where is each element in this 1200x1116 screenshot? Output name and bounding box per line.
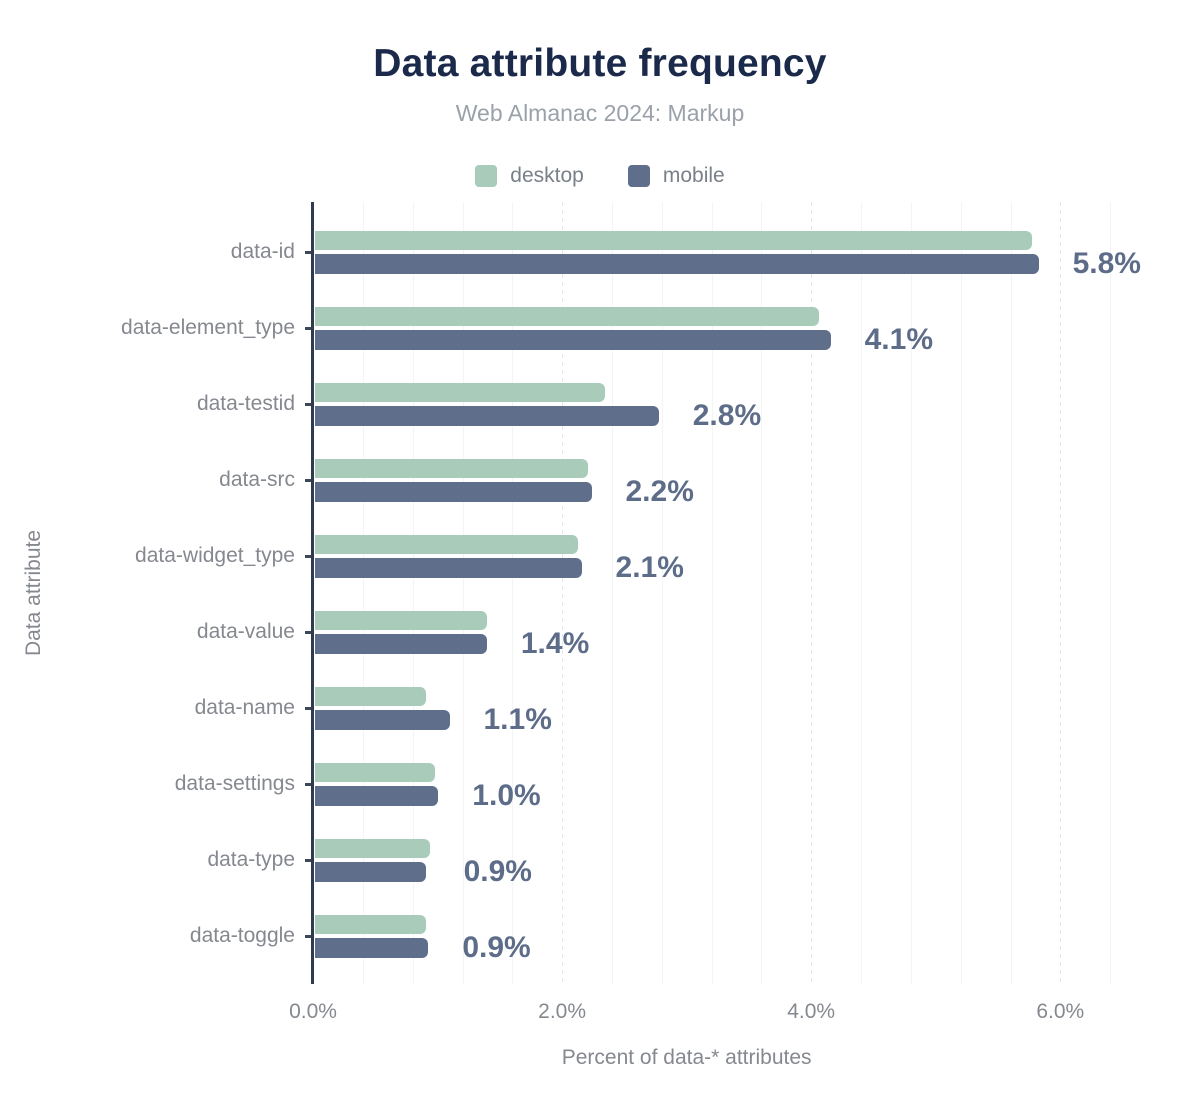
bar-desktop-data-testid <box>315 382 606 402</box>
legend: desktop mobile <box>0 164 1200 188</box>
value-label-data-value: 1.4% <box>520 626 590 660</box>
bar-mobile-data-settings <box>315 785 439 806</box>
category-label-data-element_type: data-element_type <box>121 315 295 339</box>
bar-desktop-data-element_type <box>315 306 820 326</box>
category-tick <box>305 630 311 634</box>
category-tick <box>305 858 311 862</box>
category-label-data-settings: data-settings <box>174 771 295 795</box>
gridline-major <box>1060 202 1062 984</box>
category-label-data-type: data-type <box>207 847 295 871</box>
bar-desktop-data-settings <box>315 762 435 782</box>
category-label-data-testid: data-testid <box>196 391 295 415</box>
category-label-data-value: data-value <box>196 619 295 643</box>
gridline-minor <box>362 202 364 984</box>
gridline-minor <box>512 202 514 984</box>
legend-label: desktop <box>510 164 584 187</box>
bar-desktop-data-value <box>315 610 487 630</box>
x-tick-label-2.0%: 2.0% <box>538 1000 587 1023</box>
chart-subtitle: Web Almanac 2024: Markup <box>455 100 745 126</box>
category-tick <box>305 554 311 558</box>
gridline-minor <box>412 202 414 984</box>
x-axis-title: Percent of data-* attributes <box>561 1046 812 1069</box>
gridline-minor <box>960 202 962 984</box>
value-label-data-id: 5.8% <box>1072 246 1141 280</box>
gridline-minor <box>761 202 763 984</box>
gridline-minor <box>861 202 862 984</box>
category-tick <box>305 250 311 254</box>
bar-desktop-data-name <box>315 686 426 706</box>
gridline-minor <box>1010 202 1012 984</box>
gridline-major <box>811 202 813 984</box>
value-label-data-element_type: 4.1% <box>864 322 933 356</box>
category-tick <box>305 706 311 710</box>
bar-desktop-data-id <box>315 230 1033 250</box>
value-label-data-name: 1.1% <box>483 702 552 736</box>
category-label-data-id: data-id <box>230 239 295 263</box>
category-label-data-src: data-src <box>219 467 295 491</box>
y-axis-title: Data attribute <box>22 529 45 657</box>
legend-item-mobile: mobile <box>627 164 725 188</box>
y-axis-line <box>311 202 314 984</box>
category-tick <box>305 478 311 482</box>
value-label-data-settings: 1.0% <box>472 778 541 812</box>
category-label-data-name: data-name <box>194 695 295 719</box>
bar-mobile-data-id <box>315 253 1039 274</box>
value-label-data-type: 0.9% <box>463 854 532 888</box>
category-label-data-widget_type: data-widget_type <box>135 543 295 567</box>
legend-swatch-mobile <box>627 165 650 187</box>
gridline-minor <box>611 202 613 984</box>
bar-desktop-data-src <box>315 458 588 478</box>
value-label-data-toggle: 0.9% <box>462 930 531 964</box>
category-tick <box>305 782 311 786</box>
bar-desktop-data-widget_type <box>315 534 578 554</box>
x-tick-label-6.0%: 6.0% <box>1036 1000 1085 1023</box>
bar-mobile-data-value <box>315 633 487 654</box>
gridline-minor <box>661 202 663 984</box>
x-tick-label-0.0%: 0.0% <box>289 1000 337 1023</box>
bar-mobile-data-type <box>315 861 426 882</box>
category-tick <box>305 402 311 406</box>
value-label-data-testid: 2.8% <box>692 398 762 432</box>
bar-desktop-data-type <box>315 838 430 858</box>
category-label-data-toggle: data-toggle <box>189 923 295 947</box>
bar-mobile-data-name <box>315 709 450 730</box>
gridline-major <box>562 202 564 984</box>
category-tick <box>305 326 311 330</box>
legend-item-desktop: desktop <box>475 164 584 188</box>
gridline-minor <box>1110 202 1112 984</box>
bar-mobile-data-element_type <box>315 329 831 350</box>
bar-mobile-data-testid <box>315 405 659 426</box>
bar-desktop-data-toggle <box>315 914 426 934</box>
legend-label: mobile <box>662 164 725 187</box>
plot-area: 5.8% 4.1% 2.8% 2.2% 2.1% 1.4% 1.1% 1.0% 0.9% 0.9% <box>305 202 1141 984</box>
chart-title: Data attribute frequency <box>373 42 827 85</box>
gridline-minor <box>711 202 713 984</box>
x-tick-label-4.0%: 4.0% <box>787 1000 836 1023</box>
bar-mobile-data-src <box>315 481 592 502</box>
gridline-minor <box>462 202 464 984</box>
bar-mobile-data-widget_type <box>315 557 582 578</box>
value-label-data-src: 2.2% <box>625 474 694 508</box>
value-label-data-widget_type: 2.1% <box>615 550 684 584</box>
category-tick <box>305 934 311 938</box>
bar-mobile-data-toggle <box>315 937 429 958</box>
legend-swatch-desktop <box>475 165 498 187</box>
gridline-minor <box>910 202 912 984</box>
